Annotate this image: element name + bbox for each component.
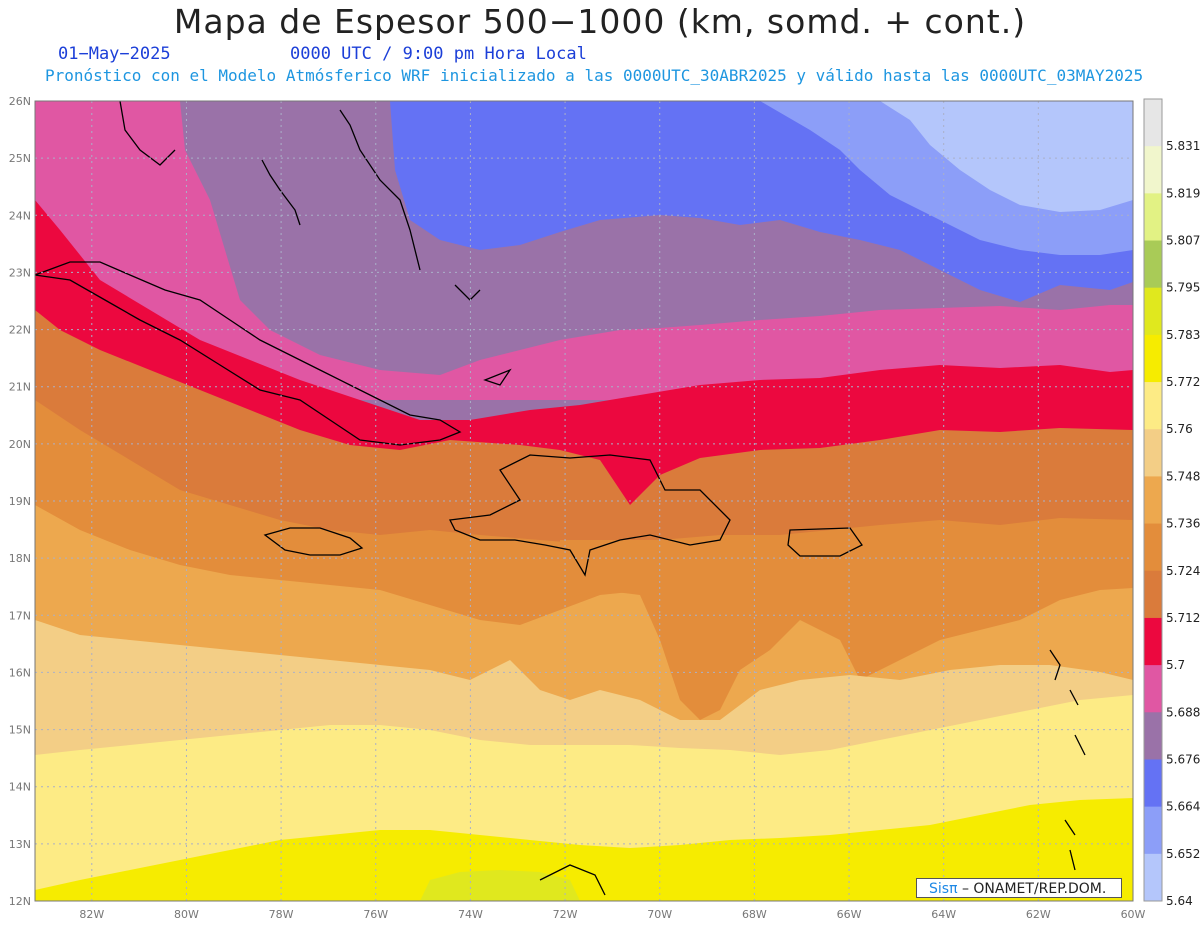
map-frame (34, 100, 1134, 902)
credit-box: Sisπ – ONAMET/REP.DOM. (916, 878, 1122, 898)
band-yellow (35, 798, 1133, 901)
band-pink (35, 101, 1133, 400)
band-very-light-blue (880, 101, 1133, 212)
band-orange-lobe (560, 540, 1133, 720)
lon-label: 64W (931, 908, 956, 921)
legend-swatch (1144, 476, 1162, 525)
legend-label: 5.64 (1166, 894, 1193, 908)
legend-swatch (1144, 665, 1162, 713)
contour-bands (35, 101, 1133, 901)
lat-label: 20N (9, 438, 31, 451)
lon-label: 82W (79, 908, 104, 921)
coastlines (35, 101, 1086, 896)
lat-label: 14N (9, 781, 31, 794)
legend-swatch (1144, 806, 1162, 855)
bahamas-andros (261, 159, 301, 226)
legend-swatch (1144, 570, 1162, 619)
legend-swatch (1144, 523, 1162, 572)
lon-label: 72W (553, 908, 578, 921)
legend-swatch (1144, 99, 1162, 147)
legend-label: 5.688 (1166, 705, 1200, 719)
legend-swatch (1144, 712, 1162, 760)
legend-label: 5.712 (1166, 611, 1200, 625)
lat-label: 17N (9, 609, 31, 622)
lon-label: 70W (647, 908, 672, 921)
lat-label: 23N (9, 266, 31, 279)
puerto-rico-coast (787, 527, 863, 557)
legend-label: 5.7 (1166, 658, 1185, 672)
legend-swatch (1144, 146, 1162, 194)
lon-label: 60W (1121, 908, 1146, 921)
florida-coast (119, 101, 176, 166)
band-yellow-green (420, 870, 580, 901)
lat-label: 12N (9, 895, 31, 908)
legend-label: 5.783 (1166, 328, 1200, 342)
lat-label: 22N (9, 324, 31, 337)
legend-label: 5.76 (1166, 422, 1193, 436)
legend-label: 5.795 (1166, 281, 1200, 295)
lon-label: 78W (269, 908, 294, 921)
color-legend: 5.831 5.819 5.807 5.795 5.783 5.772 5.76 5.748 5… (1143, 98, 1200, 908)
legend-swatch (1144, 287, 1162, 336)
lon-label: 80W (174, 908, 199, 921)
legend-swatch (1144, 853, 1162, 902)
lesser-antilles (1049, 649, 1086, 871)
lat-label: 18N (9, 552, 31, 565)
legend-label: 5.819 (1166, 186, 1200, 200)
lon-label: 66W (837, 908, 862, 921)
hispaniola-coast (449, 454, 731, 577)
map-title: Mapa de Espesor 500−1000 (km, somd. + co… (173, 2, 1027, 41)
legend-swatch (1144, 240, 1162, 289)
legend-swatch (1144, 759, 1162, 808)
cuba-coast (35, 261, 462, 446)
jamaica-coast (263, 527, 364, 556)
south-america-coast (539, 864, 606, 896)
lat-label: 24N (9, 209, 31, 222)
lat-labels: 26N 25N 24N 23N 22N 21N 20N 19N 18N 17N 16N 15N 14N 1… (9, 95, 31, 908)
legend-label: 5.772 (1166, 375, 1200, 389)
legend-swatch (1144, 334, 1162, 383)
lat-label: 13N (9, 838, 31, 851)
legend-label: 5.664 (1166, 800, 1200, 814)
legend-label: 5.652 (1166, 847, 1200, 861)
legend-swatch (1144, 429, 1162, 477)
legend-label: 5.831 (1166, 139, 1200, 153)
lat-label: 16N (9, 666, 31, 679)
legend-swatch (1144, 193, 1162, 242)
lat-label: 19N (9, 495, 31, 508)
lat-label: 21N (9, 381, 31, 394)
legend-label: 5.736 (1166, 517, 1200, 531)
lat-label: 26N (9, 95, 31, 108)
lon-label: 68W (742, 908, 767, 921)
credit-text: – ONAMET/REP.DOM. (961, 881, 1107, 897)
legend-label: 5.676 (1166, 752, 1200, 766)
legend-label: 5.748 (1166, 469, 1200, 483)
lon-labels: 82W 80W 78W 76W 74W 72W 70W 68W 66W 64W 62W 60W (79, 908, 1145, 921)
forecast-time: 0000 UTC / 9:00 pm Hora Local (290, 44, 587, 64)
forecast-date: 01−May−2025 (58, 44, 171, 64)
legend-label: 5.724 (1166, 564, 1200, 578)
legend-swatch (1144, 382, 1162, 430)
legend-swatch (1144, 617, 1162, 666)
lat-label: 15N (9, 724, 31, 737)
lon-label: 74W (458, 908, 483, 921)
lat-label: 25N (9, 152, 31, 165)
forecast-subtitle: Pronóstico con el Modelo Atmósferico WRF… (45, 66, 1144, 85)
legend-label: 5.807 (1166, 234, 1200, 248)
sis-logo-text: Sisπ (929, 881, 958, 897)
lon-label: 76W (363, 908, 388, 921)
bahamas-chain (339, 109, 421, 271)
lon-label: 62W (1026, 908, 1051, 921)
legend-frame (1143, 98, 1163, 902)
